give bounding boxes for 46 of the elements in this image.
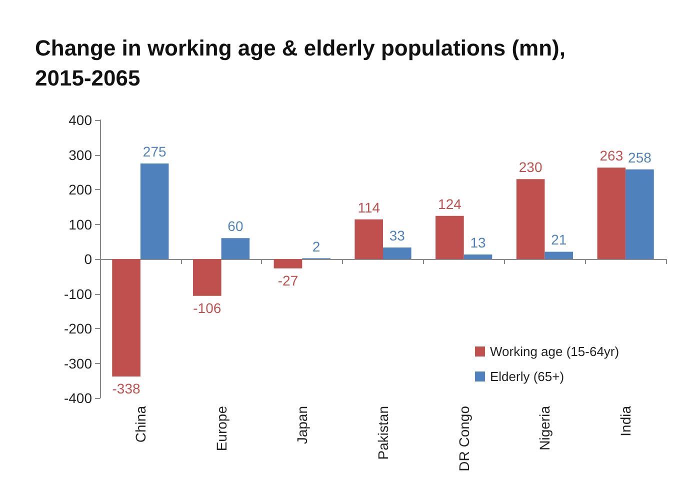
- data-label: 33: [389, 228, 406, 244]
- data-label: 258: [628, 149, 652, 166]
- y-tick-label: 100: [68, 216, 92, 232]
- bar: [221, 238, 250, 259]
- bar: [274, 259, 302, 268]
- x-tick-label: DR Congo: [456, 406, 472, 472]
- x-tick-label: India: [618, 406, 634, 436]
- y-tick-label: 400: [68, 112, 92, 128]
- x-tick-label: Pakistan: [375, 406, 391, 460]
- bar: [192, 259, 222, 296]
- bar: [464, 254, 492, 259]
- bar: [112, 259, 140, 376]
- x-tick-label: China: [132, 406, 148, 443]
- x-tick-label: Europe: [213, 406, 230, 452]
- data-label: 230: [518, 159, 542, 176]
- y-tick-label: 200: [68, 182, 92, 198]
- y-tick-label: -200: [64, 320, 92, 336]
- x-tick-label: Japan: [294, 406, 310, 444]
- bar: [626, 169, 654, 259]
- legend-label: Elderly (65+): [490, 369, 564, 384]
- bar: [140, 163, 169, 259]
- legend-label: Working age (15-64yr): [490, 344, 620, 359]
- bar: [544, 252, 574, 259]
- data-label: 21: [551, 232, 567, 248]
- y-tick-label: 0: [84, 251, 92, 267]
- data-label: 263: [600, 148, 624, 164]
- data-label: 60: [228, 218, 244, 234]
- data-label: -27: [278, 272, 298, 288]
- bar: [516, 179, 545, 259]
- bar: [436, 216, 464, 259]
- y-tick-label: -400: [64, 390, 92, 406]
- data-label: 13: [470, 234, 486, 250]
- data-label: 124: [438, 196, 462, 212]
- data-label: -106: [193, 300, 222, 316]
- x-tick-label: Nigeria: [536, 406, 553, 450]
- y-tick-label: -300: [64, 355, 92, 372]
- data-label: 2: [312, 238, 320, 254]
- chart-title: Change in working age & elderly populations (mn), 2015-2065: [35, 36, 566, 90]
- data-label: 275: [142, 143, 166, 160]
- bar: [597, 168, 626, 259]
- y-tick-label: 300: [68, 146, 92, 163]
- bar: [383, 248, 412, 259]
- bar: [354, 219, 383, 259]
- y-tick-label: -100: [64, 286, 92, 302]
- data-label: -338: [112, 380, 140, 396]
- data-label: 114: [358, 199, 380, 216]
